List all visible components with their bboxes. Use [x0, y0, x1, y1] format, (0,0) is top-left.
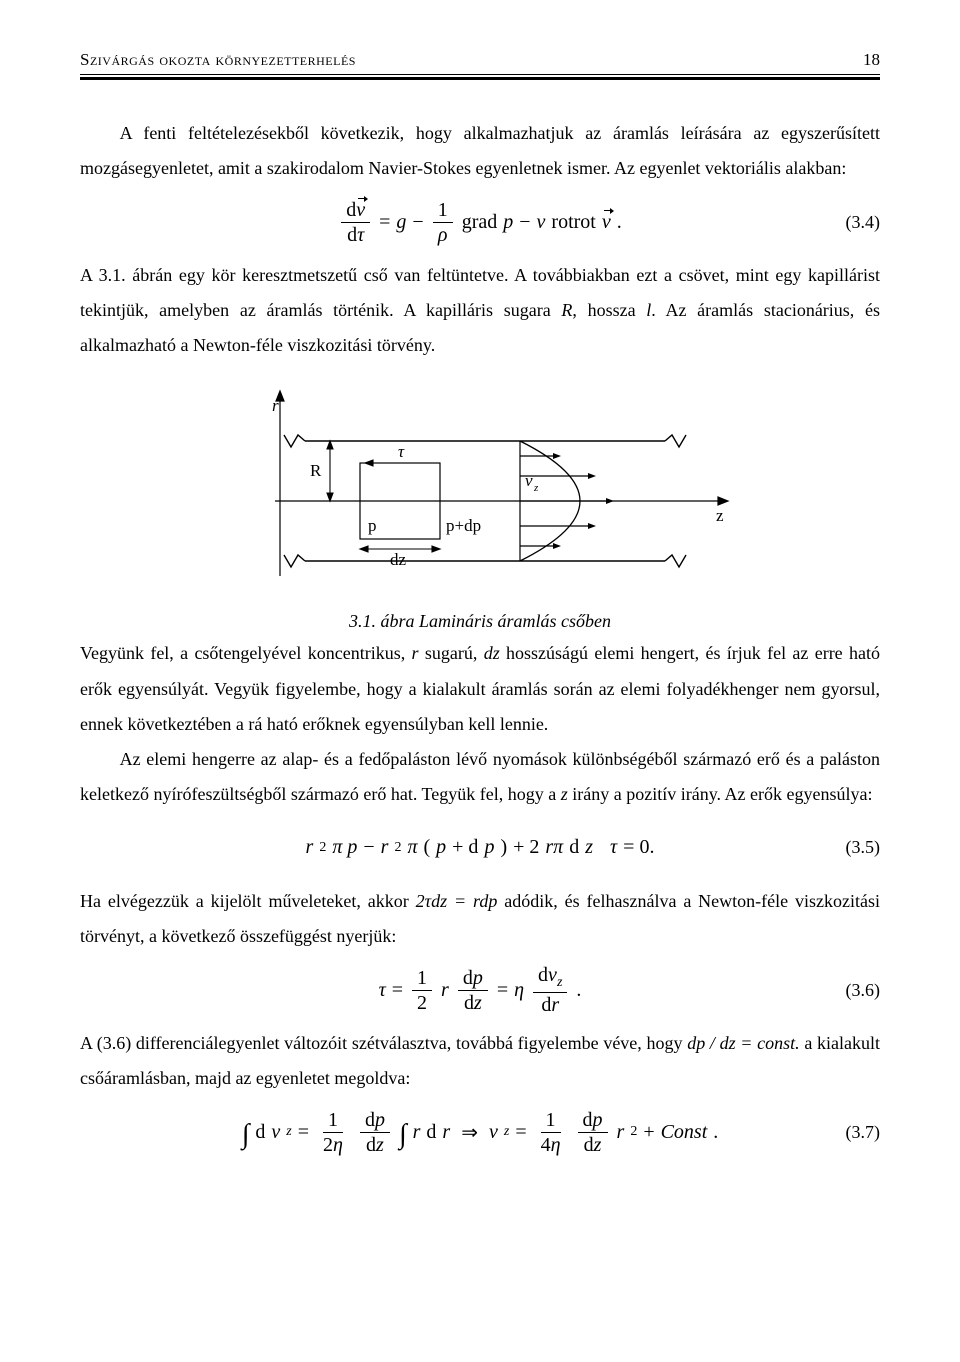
fig-label-R: R [310, 461, 322, 480]
header-double-rule [80, 74, 880, 80]
equation-3-5: r2π p − r2π(p + dp) + 2rπdz τ = 0. (3.5) [80, 822, 880, 874]
paragraph-element-cylinder: Vegyünk fel, a csőtengelyével koncentrik… [80, 636, 880, 741]
fig-label-dz: dz [390, 550, 407, 569]
fig-label-vz-v: v [525, 471, 533, 490]
paragraph-after-36: A (3.6) differenciálegyenlet változóit s… [80, 1026, 880, 1096]
paragraph-force-balance: Az elemi hengerre az alap- és a fedőpalá… [80, 742, 880, 812]
equation-number-3-5: (3.5) [846, 837, 881, 858]
p5a: Ha elvégezzük a kijelölt műveleteket, ak… [80, 891, 416, 911]
laminar-flow-diagram: r R τ v z p p+dp dz z [220, 381, 740, 601]
fig-label-p: p [368, 516, 377, 535]
p6a: A (3.6) differenciálegyenlet változóit s… [80, 1033, 687, 1053]
figure-3-1: r R τ v z p p+dp dz z [80, 381, 880, 601]
paragraph-after-35: Ha elvégezzük a kijelölt műveleteket, ak… [80, 884, 880, 954]
equation-3-4: dv dτ = g − 1ρ gradp − νrotrotv. (3.4) [80, 196, 880, 248]
p3b: sugarú, [419, 643, 484, 663]
figure-caption: 3.1. ábra Lamináris áramlás csőben [80, 611, 880, 632]
equation-number-3-7: (3.7) [846, 1122, 881, 1143]
equation-3-6: τ= 12 r dpdz = η dvzdr . (3.6) [80, 964, 880, 1016]
page-number: 18 [863, 50, 880, 70]
paragraph-capillary: A 3.1. ábrán egy kör keresztmetszetű cső… [80, 258, 880, 363]
page-header: Szivárgás okozta környezetterhelés 18 [80, 50, 880, 70]
running-head: Szivárgás okozta környezetterhelés [80, 50, 356, 70]
equation-number-3-4: (3.4) [846, 212, 881, 233]
fig-label-r: r [272, 396, 279, 415]
p3a: Vegyünk fel, a csőtengelyével koncentrik… [80, 643, 412, 663]
fig-label-tau: τ [398, 442, 405, 461]
p2b: , hossza [572, 300, 646, 320]
fig-label-vz-sub: z [533, 482, 539, 494]
p4b: irány a pozitív irány. Az erők egyensúly… [568, 784, 873, 804]
fig-label-z: z [716, 506, 724, 525]
equation-3-7: ∫dvz = 12η dpdz ∫rdr ⇒ vz = 14η dpdz r2 … [80, 1106, 880, 1158]
paragraph-intro: A fenti feltételezésekből következik, ho… [80, 116, 880, 186]
fig-label-pdp: p+dp [446, 516, 481, 535]
equation-number-3-6: (3.6) [846, 980, 881, 1001]
